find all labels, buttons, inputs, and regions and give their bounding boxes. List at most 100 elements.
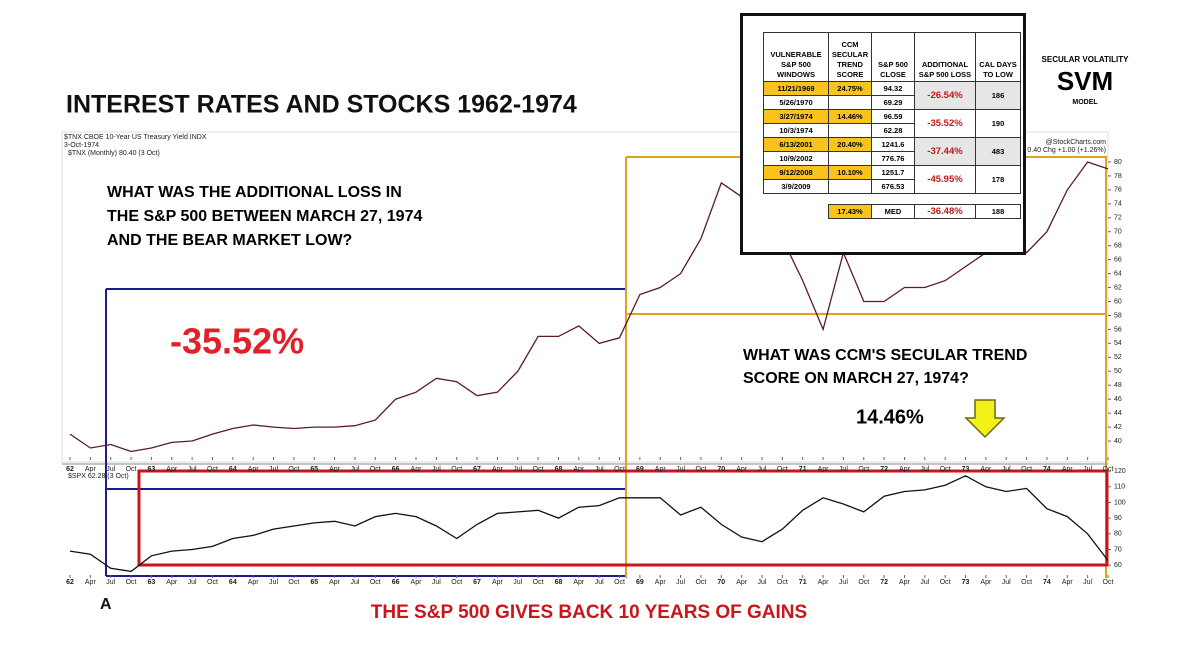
table-row: 3/27/1974 14.46% 96.59 -35.52% 190 [763, 109, 1021, 138]
table-row: VULNERABLE S&P 500 WINDOWS CCM SECULAR TR… [763, 32, 1021, 82]
table-cell [829, 194, 872, 205]
x-tick-label: Jul [758, 466, 767, 473]
table-cell: 186 [975, 81, 1021, 110]
table-row: 9/12/2008 10.10% 1251.7 -45.95% 178 [763, 165, 1021, 194]
x-tick-label: 69 [636, 579, 644, 586]
x-tick-label: Apr [655, 579, 667, 586]
x-tick-label: 64 [229, 579, 237, 586]
model-name: SVM [1057, 66, 1113, 96]
table-cell: 5/26/1970 [763, 95, 829, 110]
table-cell: 17.43% [828, 204, 872, 219]
x-tick-label: Apr [736, 466, 748, 473]
x-tick-label: Oct [1103, 466, 1114, 473]
x-tick-label: Oct [940, 579, 951, 586]
x-tick-label: Jul [1002, 579, 1011, 586]
chart-subtitle: 3-Oct-1974 [64, 142, 99, 149]
table-cell [872, 194, 915, 205]
x-tick-label: Jul [676, 466, 685, 473]
x-tick-label: Apr [166, 466, 178, 473]
x-tick-label: Oct [614, 466, 625, 473]
x-tick-label: 73 [962, 466, 970, 473]
x-tick-label: 64 [229, 466, 237, 473]
x-tick-label: Jul [758, 579, 767, 586]
y-tick-label: 40 [1114, 438, 1122, 445]
title: INTEREST RATES AND STOCKS 1962-1974 [66, 91, 577, 119]
table-cell: 483 [975, 137, 1021, 166]
x-tick-label: Oct [207, 579, 218, 586]
x-tick-label: Oct [777, 579, 788, 586]
x-tick-label: Jul [269, 579, 278, 586]
table-cell [828, 123, 872, 138]
y-tick-label: 70 [1114, 229, 1122, 236]
table-cell [828, 179, 872, 194]
x-tick-label: Apr [85, 466, 97, 473]
table-cell: -35.52% [914, 109, 976, 138]
x-tick-label: Apr [411, 466, 423, 473]
x-tick-label: 73 [962, 579, 970, 586]
x-tick-label: 69 [636, 466, 644, 473]
table-row: 10/9/2002 776.76 [763, 151, 1021, 166]
question-2: WHAT WAS CCM'S SECULAR TREND [743, 347, 1027, 364]
x-tick-label: Jul [595, 466, 604, 473]
table-cell: 14.46% [828, 109, 872, 124]
table-cell: 96.59 [871, 109, 915, 124]
table-row: 17.43% MED -36.48% 188 [764, 204, 1021, 219]
x-tick-label: 74 [1043, 579, 1051, 586]
x-tick-label: Apr [492, 466, 504, 473]
y-tick-label: 52 [1114, 354, 1122, 361]
table-cell: CCM SECULAR TREND SCORE [828, 32, 872, 82]
x-tick-label: Jul [350, 466, 359, 473]
y-tick-label: 60 [1114, 562, 1122, 569]
x-tick-label: Apr [980, 579, 992, 586]
table-cell: 188 [975, 204, 1021, 219]
answer-1: -35.52% [170, 321, 304, 362]
x-tick-label: Jul [106, 579, 115, 586]
y-tick-label: 60 [1114, 298, 1122, 305]
x-tick-label: Apr [980, 466, 992, 473]
table-cell: CAL DAYS TO LOW [975, 32, 1021, 82]
table-cell: S&P 500 CLOSE [871, 32, 915, 82]
table-cell: ADDITIONAL S&P 500 LOSS [914, 32, 976, 82]
x-tick-label: Jul [839, 579, 848, 586]
x-tick-label: Jul [188, 579, 197, 586]
table-cell: 10/3/1974 [763, 123, 829, 138]
table-row: 5/26/1970 69.29 [763, 95, 1021, 110]
table-cell [915, 194, 976, 205]
x-tick-label: Oct [451, 466, 462, 473]
x-tick-label: Oct [614, 579, 625, 586]
x-tick-label: Jul [432, 579, 441, 586]
footer: THE S&P 500 GIVES BACK 10 YEARS OF GAINS [371, 602, 807, 623]
y-tick-label: 54 [1114, 340, 1122, 347]
x-tick-label: Jul [432, 466, 441, 473]
table-cell: 69.29 [871, 95, 915, 110]
table-cell: 676.53 [871, 179, 915, 194]
table-cell: 6/13/2001 [763, 137, 829, 152]
model-line1: SECULAR VOLATILITY [1042, 55, 1130, 64]
y-tick-label: 90 [1114, 515, 1122, 522]
question-2: SCORE ON MARCH 27, 1974? [743, 370, 969, 387]
source: @StockCharts.com [1046, 139, 1107, 146]
x-tick-label: 74 [1043, 466, 1051, 473]
y-tick-label: 74 [1114, 201, 1122, 208]
x-tick-label: Oct [940, 466, 951, 473]
y-tick-label: 62 [1114, 284, 1122, 291]
question-1: AND THE BEAR MARKET LOW? [107, 232, 352, 249]
table-cell [976, 194, 1021, 205]
x-tick-label: Apr [818, 579, 830, 586]
x-tick-label: Oct [370, 466, 381, 473]
table: VULNERABLE S&P 500 WINDOWS CCM SECULAR TR… [763, 32, 1021, 219]
x-tick-label: Apr [899, 579, 911, 586]
y-tick-label: 100 [1114, 499, 1126, 506]
x-tick-label: 62 [66, 579, 74, 586]
y-tick-label: 50 [1114, 368, 1122, 375]
x-tick-label: 63 [148, 466, 156, 473]
x-tick-label: 72 [880, 579, 888, 586]
table-row: 6/13/2001 20.40% 1241.6 -37.44% 483 [763, 137, 1021, 166]
x-tick-label: Oct [777, 466, 788, 473]
chart-title: $TNX CBOE 10-Year US Treasury Yield INDX [64, 134, 207, 141]
x-tick-label: Oct [695, 466, 706, 473]
y-tick-label: 80 [1114, 159, 1122, 166]
legend: $TNX (Monthly) 80.40 (3 Oct) [68, 150, 160, 157]
yellow-arrow [964, 399, 1006, 439]
